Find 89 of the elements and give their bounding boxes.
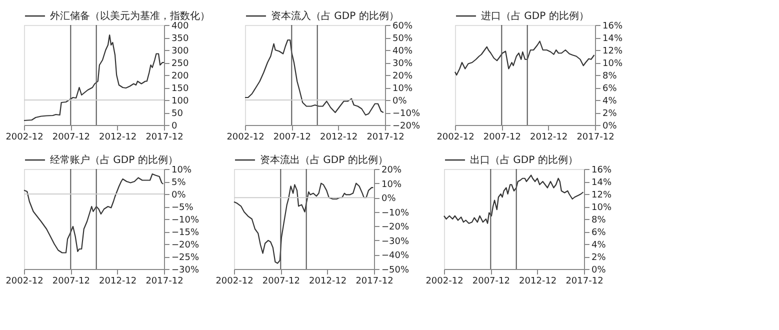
- y-tick-label: 60%: [392, 22, 413, 32]
- y-tick-label: 30%: [392, 59, 413, 69]
- y-tick-label: −20%: [172, 240, 200, 250]
- y-tick-label: −10%: [382, 208, 410, 218]
- x-tick-label: 2017-12: [576, 132, 614, 142]
- y-tick-label: 200: [172, 72, 189, 82]
- y-tick-label: 300: [172, 46, 189, 56]
- y-tick-label: −5%: [172, 203, 194, 213]
- y-tick-label: −20%: [392, 122, 420, 132]
- x-tick-label: 2017-12: [146, 276, 184, 286]
- x-tick-label: 2007-12: [273, 132, 311, 142]
- y-tick-label: 5%: [172, 178, 186, 188]
- y-tick-label: −30%: [382, 236, 410, 247]
- x-tick-label: 2007-12: [483, 132, 521, 142]
- y-tick-label: 0: [172, 122, 178, 132]
- x-tick-label: 2012-12: [309, 276, 347, 286]
- y-tick-label: 10%: [592, 203, 612, 213]
- y-tick-label: 16%: [602, 22, 623, 32]
- y-tick-label: 0%: [172, 190, 186, 200]
- y-tick-label: −15%: [172, 228, 200, 238]
- y-tick-label: 4%: [602, 96, 618, 106]
- legend-label: 外汇储备（以美元为基准，指数化）: [50, 10, 210, 22]
- y-tick-label: −25%: [172, 253, 200, 263]
- y-tick-label: 50%: [392, 34, 413, 44]
- y-tick-label: 100: [172, 96, 189, 106]
- y-tick-label: −10%: [392, 109, 420, 119]
- y-tick-label: 10%: [392, 84, 413, 94]
- x-tick-label: 2002-12: [436, 132, 474, 142]
- y-tick-label: 8%: [592, 216, 606, 226]
- y-tick-label: 0%: [602, 122, 618, 132]
- y-tick-label: 2%: [592, 253, 606, 263]
- x-tick-label: 2012-12: [519, 276, 557, 286]
- x-tick-label: 2007-12: [52, 132, 90, 142]
- x-tick-label: 2017-12: [356, 276, 394, 286]
- y-tick-label: 250: [172, 59, 189, 69]
- line-series: [23, 34, 165, 122]
- y-tick-label: 0%: [592, 266, 606, 276]
- y-tick-label: 10%: [172, 166, 192, 176]
- line-series: [443, 174, 584, 224]
- y-tick-label: 16%: [592, 166, 612, 176]
- y-tick-label: 400: [172, 22, 189, 32]
- x-tick-label: 2012-12: [99, 132, 137, 142]
- x-tick-label: 2012-12: [530, 132, 568, 142]
- line-series: [233, 182, 374, 264]
- x-tick-label: 2017-12: [366, 132, 404, 142]
- x-tick-label: 2012-12: [320, 132, 358, 142]
- y-tick-label: 20%: [392, 72, 413, 82]
- x-tick-label: 2007-12: [472, 276, 510, 286]
- x-tick-label: 2002-12: [216, 276, 254, 286]
- legend-label: 进口（占 GDP 的比例）: [481, 10, 589, 22]
- y-tick-label: 2%: [602, 109, 618, 119]
- x-tick-label: 2002-12: [6, 276, 44, 286]
- legend-label: 资本流出（占 GDP 的比例）: [260, 154, 388, 166]
- y-tick-label: 14%: [602, 34, 623, 44]
- y-tick-label: 14%: [592, 178, 612, 188]
- y-tick-label: 50: [172, 109, 184, 119]
- x-tick-label: 2012-12: [99, 276, 137, 286]
- x-tick-label: 2017-12: [566, 276, 604, 286]
- y-tick-label: 350: [172, 34, 189, 44]
- y-tick-label: −50%: [382, 266, 410, 276]
- y-tick-label: 12%: [592, 190, 612, 200]
- x-tick-label: 2002-12: [226, 132, 264, 142]
- legend-label: 经常账户（占 GDP 的比例）: [50, 154, 178, 166]
- x-tick-label: 2007-12: [52, 276, 90, 286]
- x-tick-label: 2002-12: [6, 132, 44, 142]
- y-tick-label: 6%: [602, 84, 618, 94]
- y-tick-label: 150: [172, 84, 189, 94]
- y-tick-label: 4%: [592, 240, 606, 250]
- x-tick-label: 2007-12: [262, 276, 300, 286]
- y-tick-label: 12%: [602, 46, 623, 56]
- y-tick-label: 20%: [382, 166, 402, 176]
- y-tick-label: 10%: [602, 59, 623, 69]
- y-tick-label: −20%: [382, 222, 410, 233]
- y-tick-label: 10%: [382, 180, 402, 190]
- line-series: [244, 39, 384, 116]
- legend-label: 资本流入（占 GDP 的比例）: [271, 10, 399, 22]
- y-tick-label: −10%: [172, 216, 200, 226]
- y-tick-label: 0%: [392, 96, 408, 106]
- x-tick-label: 2017-12: [146, 132, 184, 142]
- line-series: [23, 173, 164, 254]
- y-tick-label: 8%: [602, 72, 618, 82]
- legend-label: 出口（占 GDP 的比例）: [470, 154, 578, 166]
- y-tick-label: 6%: [592, 228, 606, 238]
- y-tick-label: 40%: [392, 46, 413, 56]
- y-tick-label: 0%: [382, 194, 396, 204]
- y-tick-label: −30%: [172, 266, 200, 276]
- y-tick-label: −40%: [382, 251, 410, 262]
- line-series: [454, 40, 595, 76]
- x-tick-label: 2002-12: [426, 276, 464, 286]
